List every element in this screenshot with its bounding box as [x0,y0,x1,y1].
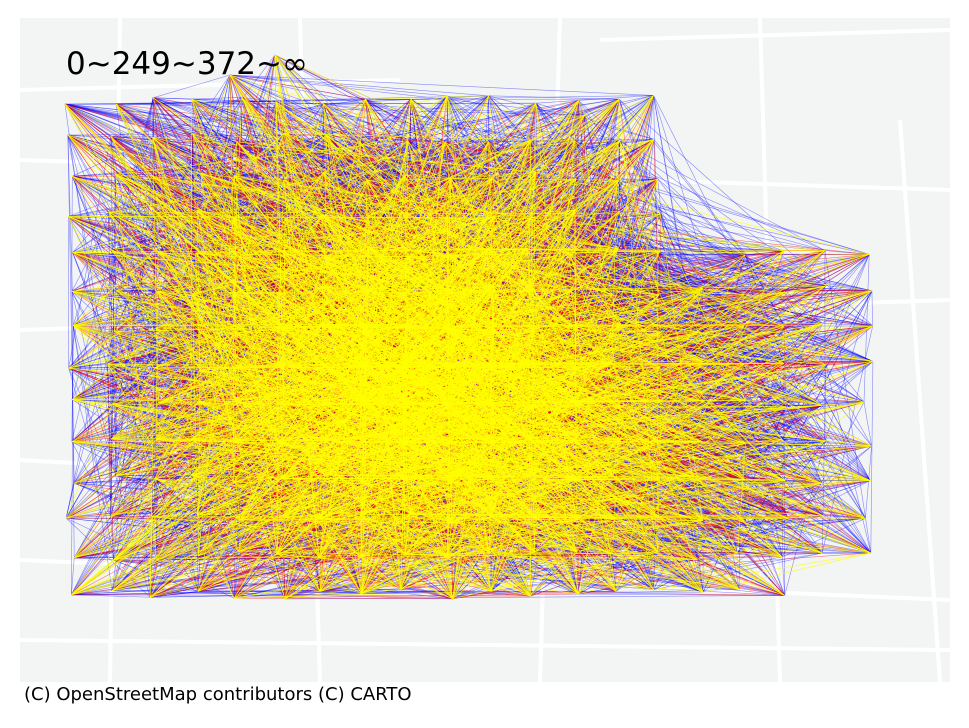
flow-line [619,140,826,287]
flow-line [781,401,865,558]
basemap-road [599,28,951,42]
flow-line [153,74,231,99]
flow-line [653,95,706,402]
flow-line [74,516,283,559]
flow-line [65,97,154,519]
flow-line [65,483,75,519]
flow-line [67,134,109,213]
flow-line [74,557,740,590]
flow-line [72,176,155,369]
flow-line [67,135,74,326]
flow-line [657,178,872,447]
flow-line [618,178,658,181]
flow-line [576,551,823,554]
flow-line [71,557,75,595]
flow-line [821,364,827,554]
flow-line [68,367,117,476]
flow-line [71,325,74,595]
flow-line [653,95,866,519]
flow-line [71,326,284,400]
flow-line [68,133,285,217]
flow-line [64,102,537,105]
flow-line [359,140,870,255]
flow-line [619,139,655,212]
flow-line [200,97,243,174]
flow-line [782,518,866,558]
flow-line [491,140,576,179]
flow-line [67,135,75,484]
flow-line [619,140,826,251]
flow-line [781,556,785,596]
flow-line [116,290,158,292]
flow-line [619,140,866,519]
flow-line [74,482,362,594]
flow-line [65,483,75,519]
flow-line [870,361,874,553]
flow-line [71,175,235,292]
flow-line [825,364,872,553]
flow-line [150,518,789,598]
flow-line [74,482,321,592]
flow-line [863,402,872,447]
flow-line [73,331,115,484]
flow-line [323,95,489,104]
flow-line [653,552,823,591]
flow-line [488,95,620,100]
flow-line [781,439,872,447]
flow-line [274,54,366,100]
flow-line [64,98,411,105]
flow-line [114,331,157,440]
flow-line [67,133,193,136]
flow-line [68,179,284,217]
flow-line [784,250,826,293]
flow-line [71,97,154,442]
flow-line [74,482,362,594]
flow-line [191,98,575,142]
basemap-road [898,119,942,683]
flow-line [64,102,537,105]
flow-line [71,439,157,595]
flow-line [72,174,116,177]
flow-line [72,176,117,291]
flow-line [229,74,489,97]
flow-line [871,290,873,326]
flow-line [68,291,158,369]
flow-line [744,294,823,406]
flow-line [276,101,871,481]
flow-line [72,176,117,291]
basemap-road [19,78,401,92]
flow-line [71,176,73,292]
flow-line [405,553,531,597]
basemap-road [19,638,951,652]
flow-line [191,97,242,100]
flow-line [865,445,872,519]
flow-line [71,325,74,442]
flow-line [229,74,746,256]
flow-line [229,74,586,116]
flow-line [535,95,654,104]
flow-line [68,368,111,517]
flow-line [229,74,785,364]
flow-line [821,445,872,484]
flow-line [229,74,448,97]
flow-line [619,98,873,327]
flow-line [578,100,785,293]
flow-line [195,100,579,254]
flow-line [71,594,151,598]
flow-line [319,591,362,594]
flow-line [197,591,785,596]
